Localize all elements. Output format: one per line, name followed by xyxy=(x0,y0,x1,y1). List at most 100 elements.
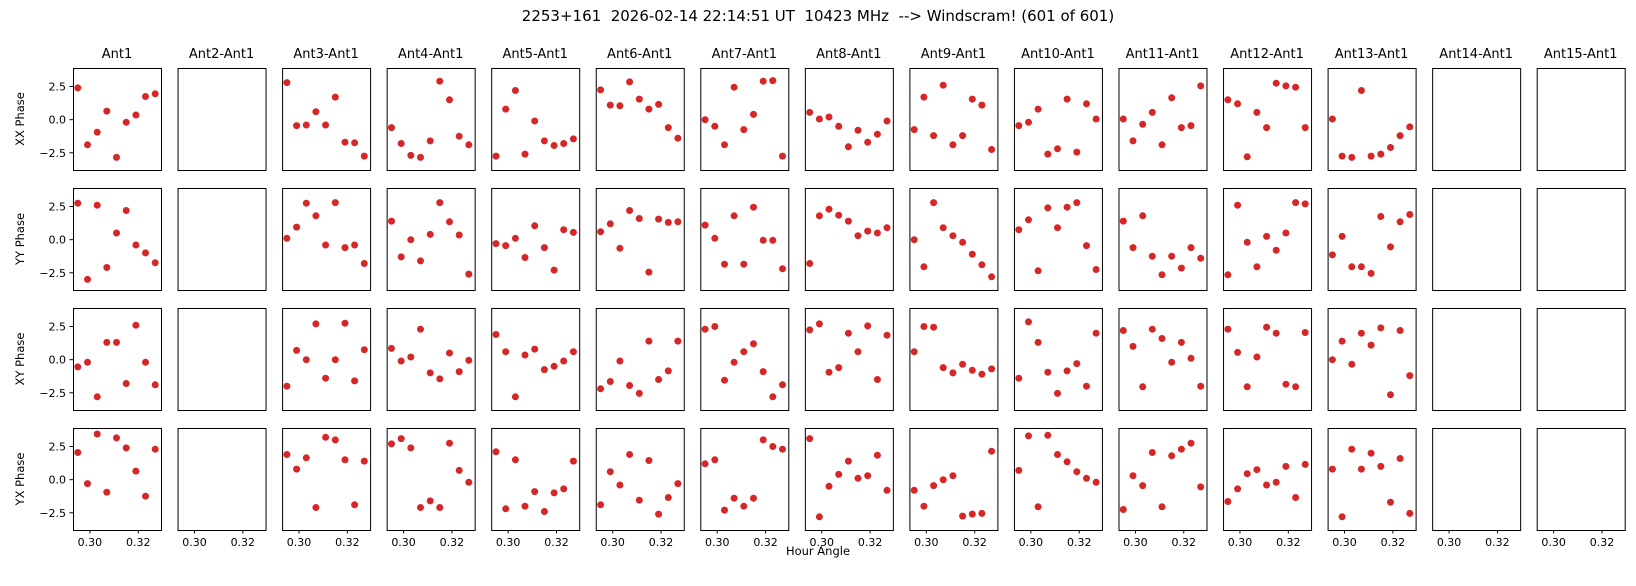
data-point xyxy=(835,470,843,478)
subplot-frame xyxy=(1536,428,1626,531)
subplot-frame xyxy=(1432,188,1522,291)
data-point xyxy=(1063,458,1071,466)
data-point xyxy=(1224,498,1232,505)
data-point xyxy=(1377,150,1385,158)
data-point xyxy=(322,241,330,249)
data-point xyxy=(1073,148,1081,156)
data-point xyxy=(1187,122,1195,130)
data-point xyxy=(132,241,140,249)
data-point xyxy=(730,358,738,366)
data-point xyxy=(540,366,548,374)
data-point xyxy=(1292,199,1300,207)
y-tick-label: −2.5 xyxy=(39,507,66,520)
x-tick-label: 0.32 xyxy=(231,536,256,549)
x-tick-label: 0.32 xyxy=(1276,536,1301,549)
data-point xyxy=(113,434,120,442)
data-point xyxy=(1406,123,1414,131)
data-point xyxy=(1348,360,1356,368)
column-header-ant6-ant1: Ant6-Ant1 xyxy=(607,47,672,62)
data-point xyxy=(616,481,624,489)
data-point xyxy=(502,348,510,356)
data-point xyxy=(1348,445,1356,453)
data-point xyxy=(1054,389,1061,397)
data-point xyxy=(1367,269,1375,277)
data-point xyxy=(560,140,568,147)
data-point xyxy=(1272,79,1280,87)
data-point xyxy=(360,260,368,267)
data-point xyxy=(1197,82,1205,90)
data-point xyxy=(560,485,568,493)
y-tick-label: 2.5 xyxy=(49,81,67,94)
data-point xyxy=(151,445,159,453)
y-tick-label: 2.5 xyxy=(49,321,67,334)
data-point xyxy=(1063,95,1071,103)
subplot-ant3-ant1-xx xyxy=(282,68,372,171)
data-point xyxy=(1263,232,1271,240)
data-point xyxy=(1253,353,1261,361)
data-point xyxy=(1348,153,1356,161)
data-point xyxy=(1367,152,1375,160)
y-tick-label: 0.0 xyxy=(49,474,67,487)
data-point xyxy=(779,381,786,389)
data-point xyxy=(759,368,767,376)
data-point xyxy=(606,378,614,385)
subplot-ant4-ant1-yy xyxy=(386,188,476,291)
subplot-frame xyxy=(1223,308,1313,411)
data-point xyxy=(1253,108,1261,116)
data-point xyxy=(864,322,872,330)
data-point xyxy=(293,465,301,473)
data-point xyxy=(1129,472,1137,480)
subplot-frame xyxy=(386,68,476,171)
subplot-ant9-ant1-yy xyxy=(909,188,999,291)
data-point xyxy=(1357,329,1365,337)
data-point xyxy=(511,87,519,94)
data-point xyxy=(769,77,777,85)
data-point xyxy=(1054,224,1061,232)
data-point xyxy=(1129,137,1137,145)
data-point xyxy=(84,358,91,366)
data-point xyxy=(1119,115,1127,123)
data-point xyxy=(844,457,852,465)
data-point xyxy=(502,105,510,113)
data-point xyxy=(910,348,918,356)
data-point xyxy=(312,212,320,220)
data-point xyxy=(635,215,643,222)
data-point xyxy=(645,268,653,276)
subplot-ant4-ant1-xy xyxy=(386,308,476,411)
data-point xyxy=(740,126,748,134)
data-point xyxy=(1328,465,1336,473)
data-point xyxy=(322,374,330,382)
data-point xyxy=(1034,503,1042,511)
subplot-ant10-ant1-yx xyxy=(1013,428,1103,531)
y-tick-label: −2.5 xyxy=(39,267,66,280)
data-point xyxy=(142,93,149,100)
data-point xyxy=(597,385,605,393)
subplot-ant1-yx xyxy=(73,428,162,531)
data-point xyxy=(721,506,728,514)
data-point xyxy=(750,110,757,118)
data-point xyxy=(988,273,996,281)
data-point xyxy=(397,357,405,365)
data-point xyxy=(446,218,453,226)
data-point xyxy=(721,260,728,268)
data-point xyxy=(939,476,947,484)
data-point xyxy=(606,101,614,109)
data-point xyxy=(939,364,947,372)
subplot-frame xyxy=(386,428,476,531)
x-tick-label: 0.32 xyxy=(1485,536,1510,549)
data-point xyxy=(1073,360,1081,368)
data-point xyxy=(151,90,159,98)
data-point xyxy=(1301,124,1309,132)
subplot-ant5-ant1-yy xyxy=(491,188,581,291)
data-point xyxy=(674,218,682,226)
data-point xyxy=(597,228,605,236)
x-tick-label: 0.32 xyxy=(753,536,778,549)
data-point xyxy=(436,375,444,383)
data-point xyxy=(1015,122,1023,130)
data-point xyxy=(93,128,101,136)
data-point xyxy=(664,124,672,132)
subplot-ant10-ant1-xy xyxy=(1013,308,1103,411)
data-point xyxy=(949,232,957,240)
x-tick-label: 0.30 xyxy=(1332,536,1357,549)
data-point xyxy=(626,207,634,214)
